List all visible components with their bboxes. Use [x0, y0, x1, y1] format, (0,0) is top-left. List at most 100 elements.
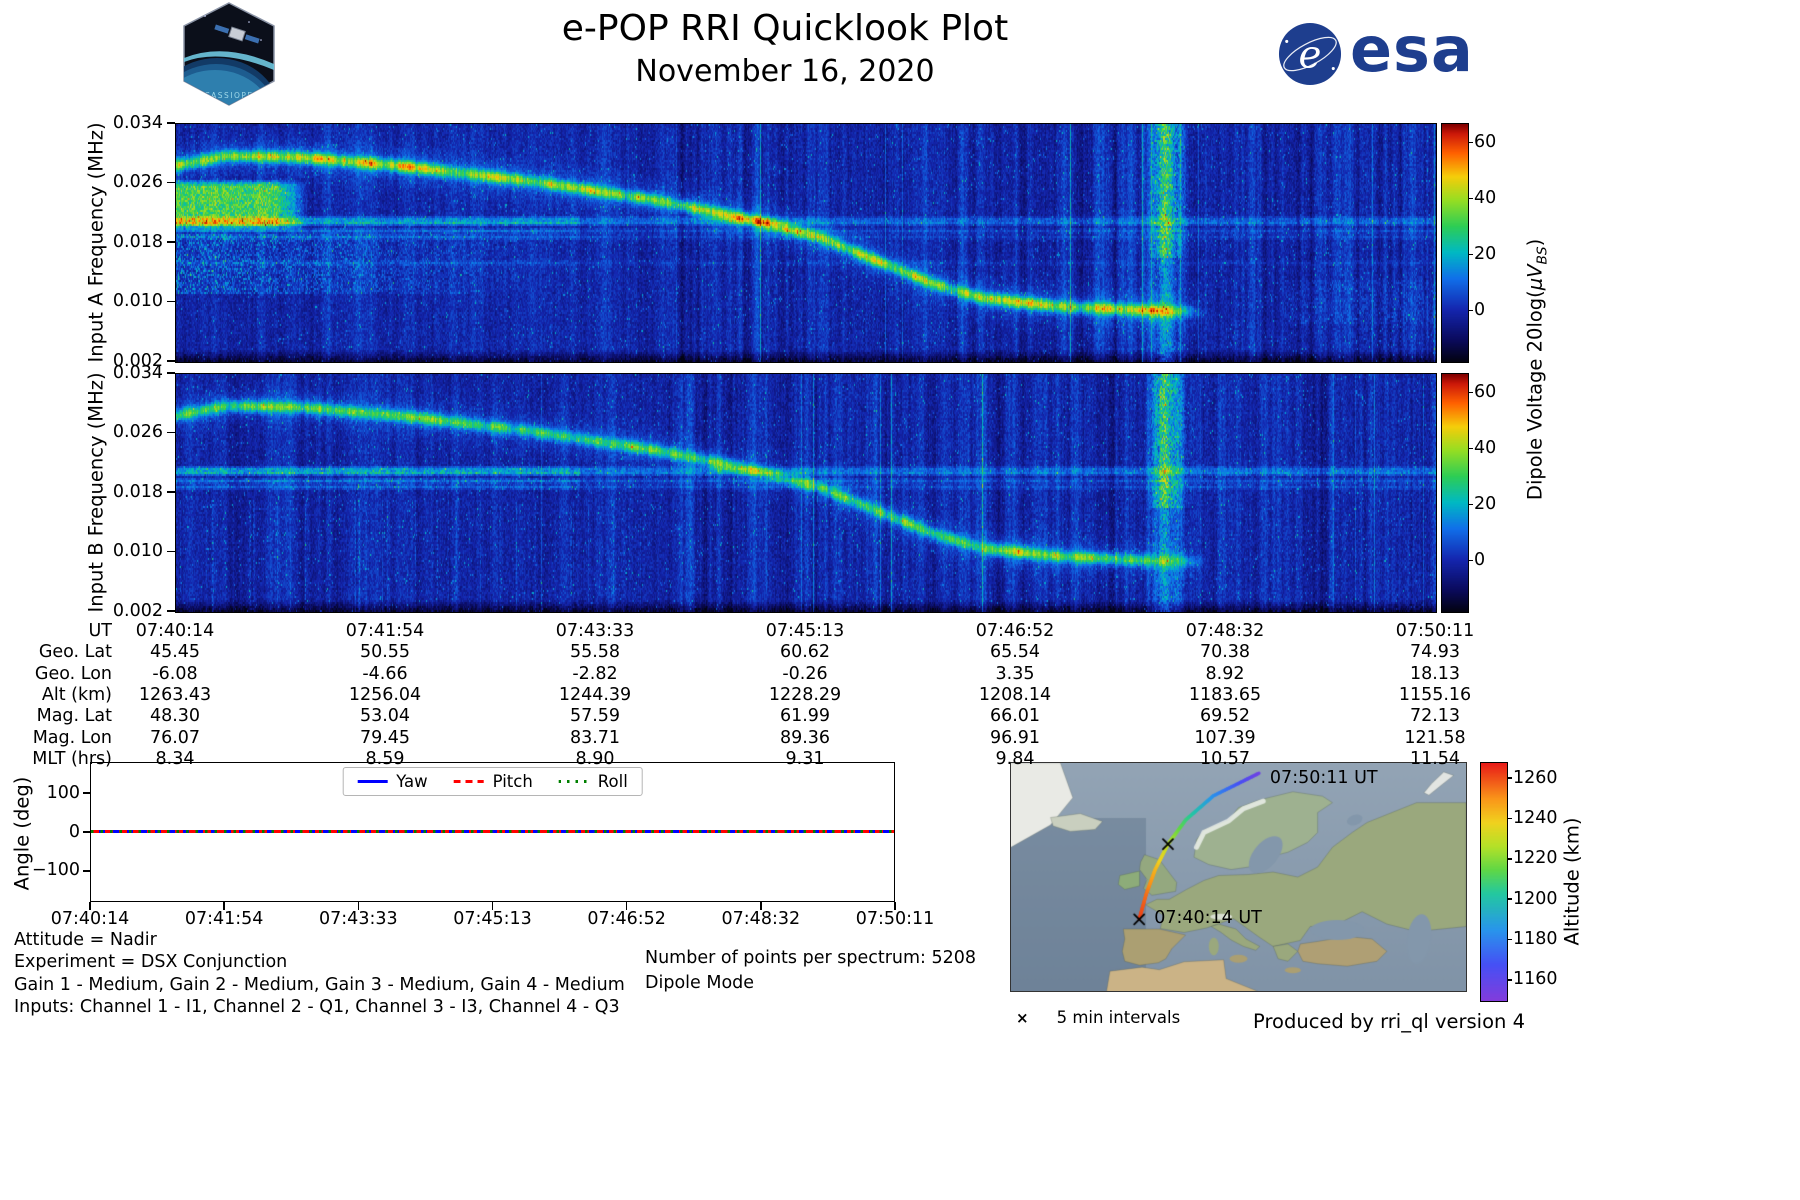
dipole-colorbar-tick-mark: [1468, 391, 1473, 394]
ephemeris-value: 96.91: [989, 727, 1041, 748]
time-tick-label: 07:45:13: [453, 909, 532, 929]
ephemeris-value: 07:45:13: [765, 621, 845, 641]
ephemeris-value: 8.90: [575, 748, 615, 769]
time-tick-mark: [491, 902, 494, 910]
ephemeris-value: -6.08: [152, 663, 198, 684]
dipole-colorbar-tick-label: 0: [1474, 550, 1486, 571]
ephemeris-value: 8.34: [155, 748, 195, 769]
legend-item-yaw: Yaw: [357, 772, 428, 791]
frequency-tick-mark: [167, 372, 175, 374]
ephemeris-value: 70.38: [1199, 642, 1251, 663]
dipole-colorbar-b: [1441, 373, 1469, 613]
frequency-tick-mark: [167, 241, 175, 243]
ephemeris-value: -0.26: [782, 663, 828, 684]
ephemeris-value: 3.35: [995, 663, 1035, 684]
ephemeris-value: 07:48:32: [1185, 621, 1265, 641]
frequency-tick-label: 0.002: [112, 600, 163, 621]
altitude-tick-mark: [1507, 938, 1512, 941]
frequency-tick-mark: [167, 610, 175, 612]
dipole-colorbar-tick-label: 40: [1474, 438, 1497, 459]
altitude-tick-mark: [1507, 777, 1512, 779]
ephemeris-value: 07:40:14: [135, 621, 215, 641]
angle-tick-label: 0: [68, 821, 80, 842]
track-start-time-label: 07:40:14 UT: [1154, 908, 1262, 929]
earth-limb-glow: [184, 51, 274, 70]
ephemeris-value: 53.04: [359, 706, 411, 727]
ephemeris-value: 65.54: [989, 642, 1041, 663]
map-interval-legend: × 5 min intervals: [1016, 1008, 1180, 1027]
frequency-tick-label: 0.018: [112, 231, 163, 252]
altitude-tick-mark: [1507, 858, 1512, 860]
spectrogram-input-b: [175, 373, 1437, 613]
note-line: Inputs: Channel 1 - I1, Channel 2 - Q1, …: [14, 996, 620, 1017]
dipole-colorbar-tick-label: 0: [1474, 300, 1486, 321]
satellite-icon: [214, 24, 260, 44]
frequency-tick-mark: [167, 181, 175, 184]
altitude-tick-label: 1200: [1513, 888, 1558, 909]
ephemeris-row-label: Geo. Lat: [38, 642, 112, 663]
angle-tick-mark: [83, 870, 91, 872]
time-tick-label: 07:41:54: [184, 909, 264, 929]
ephemeris-value: 1208.14: [978, 684, 1052, 705]
frequency-tick-label: 0.026: [112, 422, 163, 442]
time-tick-label: 07:50:11: [855, 909, 935, 929]
frequency-tick-mark: [167, 360, 175, 362]
ephemeris-row-label: Mag. Lon: [32, 727, 112, 748]
ephemeris-value: 07:50:11: [1395, 621, 1475, 641]
ephemeris-value: 83.71: [569, 727, 621, 748]
ephemeris-value: 1183.65: [1188, 684, 1262, 705]
ephemeris-value: 121.58: [1404, 727, 1466, 748]
frequency-tick-mark: [167, 491, 175, 493]
cassiope-mission-patch: CASSIOPE: [183, 2, 275, 106]
ephemeris-value: 57.59: [569, 706, 621, 727]
time-tick-label: 07:43:33: [319, 909, 398, 929]
frequency-tick-label: 0.034: [112, 112, 163, 133]
frequency-tick-label: 0.002: [112, 350, 163, 371]
ephemeris-value: 48.30: [149, 706, 201, 727]
dipole-label-unit: μV: [1523, 264, 1547, 291]
dipole-colorbar-tick-mark: [1468, 253, 1473, 256]
attitude-legend: Yaw Pitch Roll: [342, 767, 643, 796]
time-tick-mark: [89, 902, 91, 910]
altitude-tick-label: 1220: [1513, 848, 1558, 869]
dipole-colorbar-tick-label: 20: [1474, 244, 1497, 265]
patch-mission-name: CASSIOPE: [204, 91, 253, 100]
dipole-colorbar-label: Dipole Voltage 20log(μVBS): [1524, 179, 1551, 559]
ephemeris-value: 07:43:33: [555, 621, 635, 641]
dipole-colorbar-tick-mark: [1468, 559, 1473, 562]
interval-marker-icon: ×: [1016, 1008, 1029, 1027]
dipole-colorbar-tick-label: 60: [1474, 382, 1497, 403]
time-tick-mark: [223, 902, 225, 910]
legend-line-sample: [558, 780, 589, 783]
dipole-label-close: ): [1523, 238, 1547, 247]
ephemeris-value: 89.36: [779, 727, 831, 748]
note-line: Number of points per spectrum: 5208: [645, 948, 977, 968]
ephemeris-value: 9.31: [785, 748, 825, 769]
ground-track-map: [1010, 762, 1467, 992]
ephemeris-value: 74.93: [1409, 642, 1461, 663]
esa-emblem-icon: e: [1278, 22, 1342, 86]
roll-line: [91, 830, 894, 833]
altitude-tick-mark: [1507, 817, 1512, 820]
legend-label: Roll: [597, 772, 628, 791]
dipole-colorbar-tick-mark: [1468, 141, 1473, 144]
esa-emblem-letter: e: [1299, 33, 1322, 78]
esa-wordmark: esa: [1350, 13, 1474, 86]
ephemeris-value: 107.39: [1194, 727, 1256, 748]
dipole-colorbar-tick-mark: [1468, 447, 1473, 450]
frequency-tick-label: 0.018: [112, 481, 163, 502]
ephemeris-row-label: Geo. Lon: [34, 663, 112, 684]
ephemeris-value: 1228.29: [768, 684, 842, 705]
frequency-tick-label: 0.010: [112, 541, 163, 561]
note-line: Experiment = DSX Conjunction: [14, 952, 288, 973]
ephemeris-value: 55.58: [569, 642, 621, 663]
ephemeris-row-label: Mag. Lat: [36, 706, 112, 727]
legend-label: Pitch: [492, 772, 533, 791]
note-line: Dipole Mode: [645, 972, 755, 993]
ephemeris-value: 66.01: [989, 706, 1041, 727]
altitude-tick-label: 1260: [1513, 767, 1558, 788]
ephemeris-value: 9.84: [995, 748, 1035, 769]
dipole-colorbar-a: [1441, 123, 1469, 363]
ephemeris-value: 07:41:54: [345, 621, 425, 641]
ephemeris-value: -4.66: [362, 663, 408, 684]
